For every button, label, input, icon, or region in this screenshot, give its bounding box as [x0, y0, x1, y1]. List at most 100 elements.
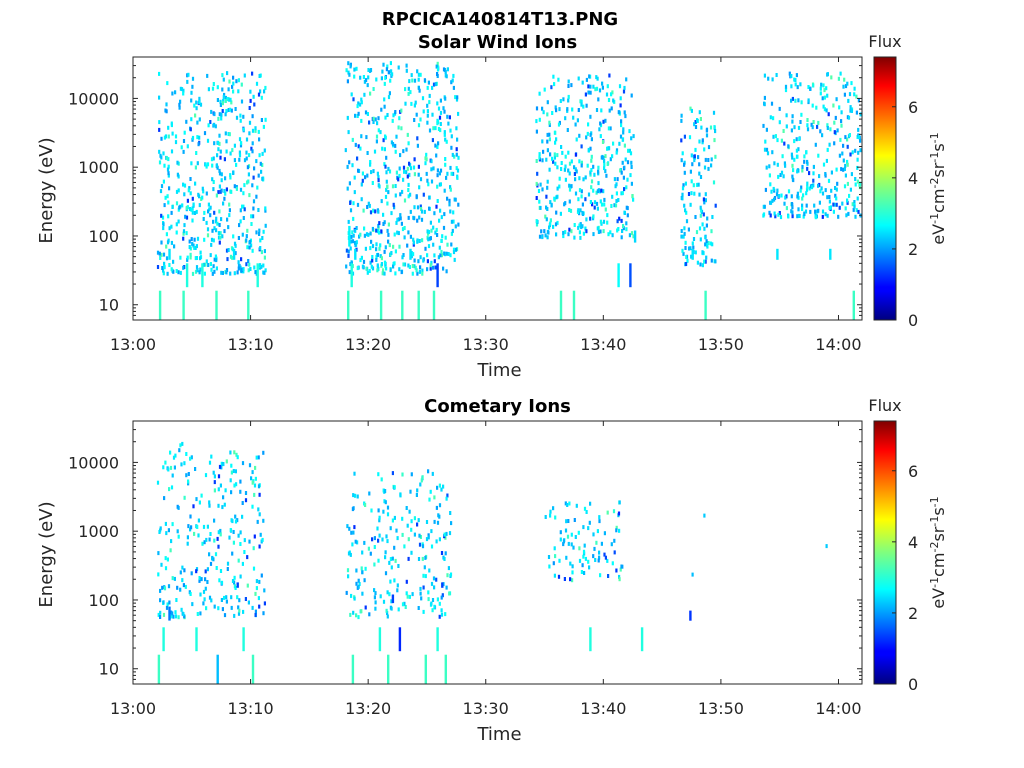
flux-pixel	[589, 501, 592, 506]
flux-pixel	[399, 213, 402, 218]
flux-pixel	[253, 534, 256, 539]
flux-pixel	[397, 231, 400, 236]
flux-pixel	[703, 200, 706, 205]
flux-pixel	[182, 88, 185, 93]
axes-frame	[132, 56, 863, 321]
flux-pixel	[252, 566, 256, 571]
flux-pixel	[254, 126, 257, 131]
flux-pixel	[206, 233, 210, 238]
flux-pixel	[239, 489, 242, 494]
flux-pixel	[803, 212, 806, 217]
flux-pixel	[422, 609, 425, 614]
flux-pixel	[595, 86, 599, 91]
flux-pixel	[790, 202, 794, 206]
flux-pixel	[246, 228, 249, 233]
flux-pixel	[562, 539, 565, 544]
flux-pixel	[347, 253, 350, 258]
flux-pixel	[706, 244, 709, 249]
flux-pixel	[586, 163, 589, 168]
flux-pixel	[409, 209, 412, 214]
flux-pixel	[213, 210, 216, 215]
flux-pixel	[840, 123, 843, 128]
flux-pixel	[229, 528, 232, 532]
flux-pixel	[828, 142, 831, 147]
flux-pixel	[545, 205, 548, 210]
flux-pixel	[359, 75, 362, 80]
flux-pixel	[581, 224, 584, 229]
flux-pixel	[546, 139, 549, 144]
flux-pixel	[802, 193, 805, 198]
flux-pixel	[549, 509, 552, 514]
flux-pixel	[190, 525, 193, 530]
flux-pixel	[407, 182, 410, 187]
flux-pixel	[764, 187, 767, 192]
flux-pixel	[419, 482, 422, 487]
flux-pixel	[615, 525, 618, 530]
flux-pixel	[196, 161, 199, 166]
flux-pixel	[577, 530, 580, 535]
flux-pixel	[793, 157, 796, 162]
flux-pixel	[224, 99, 227, 103]
flux-pixel	[354, 493, 357, 498]
flux-pixel	[820, 186, 823, 191]
flux-pixel	[213, 257, 216, 262]
flux-pixel	[543, 229, 546, 234]
flux-pixel	[360, 255, 363, 260]
flux-pixel	[698, 192, 701, 197]
flux-pixel	[174, 90, 177, 95]
flux-pixel	[703, 259, 706, 264]
flux-pixel	[399, 492, 402, 497]
flux-pixel	[581, 563, 584, 568]
flux-pixel	[796, 191, 799, 196]
flux-pixel	[412, 252, 415, 257]
flux-pixel	[812, 83, 815, 88]
flux-pixel	[413, 172, 416, 177]
flux-pixel	[369, 162, 372, 167]
flux-pixel	[685, 255, 688, 259]
flux-pixel	[402, 165, 406, 170]
flux-pixel	[695, 182, 699, 187]
flux-pixel	[851, 202, 854, 207]
flux-pixel	[352, 493, 355, 498]
flux-pixel	[203, 237, 206, 242]
flux-streak	[691, 248, 694, 260]
flux-pixel	[157, 612, 160, 617]
flux-pixel	[354, 539, 357, 544]
flux-pixel	[398, 166, 401, 171]
flux-pixel	[180, 607, 183, 612]
flux-pixel	[784, 195, 787, 200]
y-tick-label: 100	[88, 227, 119, 246]
flux-pixel	[385, 608, 388, 613]
flux-pixel	[783, 141, 786, 146]
flux-pixel	[622, 127, 625, 132]
flux-pixel	[387, 239, 390, 244]
flux-pixel	[849, 152, 852, 157]
flux-pixel	[450, 219, 453, 224]
flux-pixel	[191, 206, 194, 211]
flux-pixel	[165, 102, 168, 107]
flux-pixel	[562, 97, 565, 102]
flux-pixel	[213, 480, 216, 485]
flux-pixel	[568, 183, 571, 188]
flux-pixel	[541, 106, 544, 111]
flux-pixel	[254, 613, 257, 617]
flux-pixel	[432, 576, 436, 581]
flux-pixel	[433, 259, 436, 264]
flux-pixel	[577, 208, 580, 213]
flux-pixel	[387, 232, 390, 237]
flux-pixel	[427, 182, 430, 187]
flux-pixel	[406, 166, 409, 171]
flux-pixel	[401, 227, 405, 232]
flux-pixel	[436, 485, 439, 490]
flux-pixel	[771, 198, 774, 203]
flux-pixel	[601, 140, 605, 144]
flux-pixel	[227, 108, 230, 112]
flux-pixel	[418, 542, 422, 547]
flux-pixel	[232, 89, 235, 94]
flux-pixel	[209, 213, 212, 218]
flux-pixel	[175, 269, 178, 273]
flux-pixel	[449, 128, 452, 133]
flux-pixel	[240, 141, 243, 146]
data-marks	[156, 441, 828, 684]
flux-pixel	[824, 188, 827, 193]
